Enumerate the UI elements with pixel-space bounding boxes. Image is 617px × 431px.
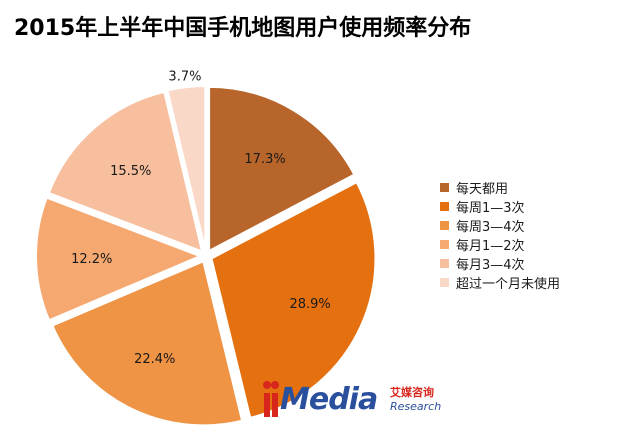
legend-swatch: [440, 240, 449, 249]
legend-item: 每天都用: [440, 178, 560, 197]
pie-slice: [208, 85, 356, 253]
legend-swatch: [440, 259, 449, 268]
pie-value-label: 3.7%: [168, 70, 201, 85]
logo-cn-name: 艾媒咨询: [390, 386, 434, 399]
pie-value-label: 12.2%: [71, 252, 112, 267]
pie-value-label: 17.3%: [244, 152, 285, 167]
logo-word: Media: [280, 382, 378, 417]
legend-label: 每月1—2次: [456, 239, 525, 254]
legend-label: 每月3—4次: [456, 258, 525, 273]
legend-item: 每周1—3次: [440, 197, 560, 216]
legend-swatch: [440, 202, 449, 211]
legend-label: 每天都用: [456, 182, 509, 197]
pie-value-label: 28.9%: [289, 297, 330, 312]
pie-slice: [210, 180, 377, 420]
legend-swatch: [440, 221, 449, 230]
chart-title: 2015年上半年中国手机地图用户使用频率分布: [14, 16, 472, 41]
pie-slice: [51, 259, 244, 427]
legend-item: 每周3—4次: [440, 216, 560, 235]
pie-value-label: 15.5%: [110, 164, 151, 179]
pie-value-labels: 17.3% 28.9% 22.4% 12.2% 15.5% 3.7%: [71, 70, 331, 367]
legend-label: 每周1—3次: [456, 201, 525, 216]
legend-swatch: [440, 183, 449, 192]
legend-label: 每周3—4次: [456, 220, 525, 235]
chart-legend: 每天都用每周1—3次 每周3—4次 每月1—2次 每月3—4次超过一个月未使用: [440, 178, 560, 292]
legend-item: 每月3—4次: [440, 254, 560, 273]
pie-slices: [35, 85, 377, 427]
logo-mark-icon: [263, 381, 279, 417]
legend-item: 每月1—2次: [440, 235, 560, 254]
legend-swatch: [440, 278, 449, 287]
logo-en-name: Research: [390, 400, 442, 413]
pie-value-label: 22.4%: [134, 352, 175, 367]
legend-label: 超过一个月未使用: [456, 277, 561, 292]
legend-item: 超过一个月未使用: [440, 273, 560, 292]
imedia-logo: Media 艾媒咨询 Research: [262, 378, 462, 422]
pie-slice: [166, 85, 207, 251]
pie-slice: [35, 196, 203, 322]
pie-slice: [47, 90, 204, 254]
